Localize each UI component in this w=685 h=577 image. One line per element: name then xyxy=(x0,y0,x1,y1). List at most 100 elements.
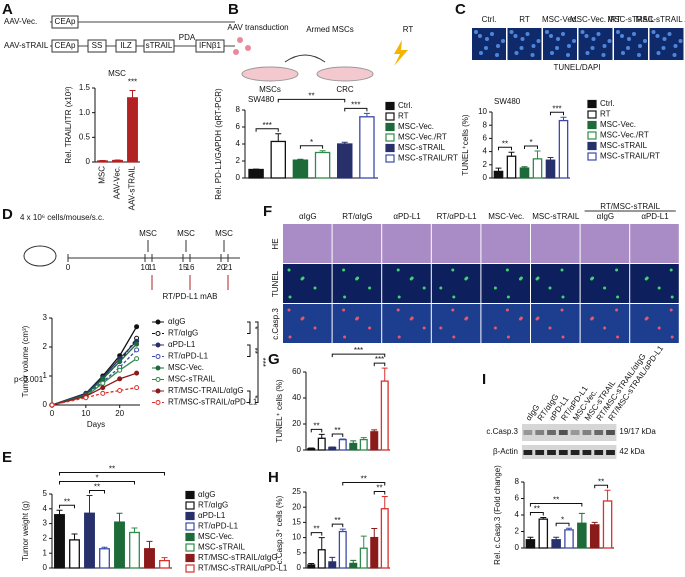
micrograph xyxy=(507,28,542,60)
bar xyxy=(589,524,600,549)
bar xyxy=(564,529,574,549)
nucleus xyxy=(572,39,576,43)
stain-dot xyxy=(561,295,565,299)
stain-dot xyxy=(465,316,469,320)
significance-bracket xyxy=(594,484,609,489)
error-bar xyxy=(560,116,567,121)
bar xyxy=(54,514,65,569)
chart-title: SW480 xyxy=(248,95,275,104)
error-bar xyxy=(527,536,534,540)
legend-entry: RT/αPD-L1 xyxy=(198,522,239,531)
stain-dot xyxy=(670,335,674,339)
nucleus xyxy=(678,39,683,43)
y-tick-label: 20 xyxy=(292,502,301,511)
bar xyxy=(338,530,347,569)
band xyxy=(582,450,592,455)
legend-swatch xyxy=(185,564,195,573)
day-label: 15 xyxy=(179,263,188,272)
stain-dot xyxy=(657,326,661,330)
bar xyxy=(532,158,543,179)
nucleus xyxy=(601,53,606,57)
y-axis-label: TUNEL⁺cells (%) xyxy=(461,114,470,175)
panel-letter: C xyxy=(455,1,466,18)
dish xyxy=(241,66,299,82)
micrograph xyxy=(481,264,530,303)
image-label: MSC-Vec. xyxy=(542,15,578,24)
y-axis-label: Tumor volume (cm³) xyxy=(21,325,30,397)
y-tick-label: 2 xyxy=(483,160,488,169)
error-bar xyxy=(566,527,572,530)
band xyxy=(523,430,533,435)
dish xyxy=(316,66,374,82)
stain-dot xyxy=(343,335,347,339)
nucleus xyxy=(501,39,505,43)
bar xyxy=(292,159,309,179)
x-tick-label: AAV-Vec. xyxy=(113,166,122,199)
blot xyxy=(522,445,617,459)
stain-dot xyxy=(397,295,401,299)
significance-bracket xyxy=(373,362,386,367)
day-label: 16 xyxy=(186,263,195,272)
legend-marker xyxy=(155,319,161,325)
nucleus xyxy=(525,32,530,36)
msc-label: MSC xyxy=(215,229,233,238)
y-tick-label: 40 xyxy=(292,393,301,402)
stain-dot xyxy=(603,326,607,330)
stain-dot xyxy=(410,316,414,320)
error-bar xyxy=(341,141,348,144)
y-tick-label: 0.5 xyxy=(79,132,91,141)
construct-name: AAV-Vec. xyxy=(4,17,37,26)
series-marker xyxy=(117,376,123,382)
y-tick-label: 8 xyxy=(236,105,241,114)
stain-dot xyxy=(439,286,443,290)
micrograph xyxy=(332,304,382,343)
series-marker xyxy=(134,324,140,330)
error-bar xyxy=(363,112,370,117)
band xyxy=(523,450,533,455)
nucleus xyxy=(656,51,661,55)
significance-label: ** xyxy=(361,475,367,484)
legend-marker xyxy=(155,400,161,405)
error-bar xyxy=(71,533,78,540)
micrograph xyxy=(630,224,679,263)
stain-dot xyxy=(422,286,426,290)
image-label: MSC-Vec. /RT xyxy=(570,15,621,24)
nucleus xyxy=(519,46,524,50)
stain-dot xyxy=(396,308,400,312)
panel-letter: H xyxy=(268,469,279,486)
stain-dot xyxy=(368,326,372,330)
legend-entry: RT/αPD-L1 xyxy=(168,352,209,361)
nucleus xyxy=(673,44,678,48)
stain-dot xyxy=(313,286,317,290)
y-tick-label: 10 xyxy=(478,107,487,116)
nucleus xyxy=(667,32,672,36)
y-axis-label: Rel. TRAIL/ITR (x10³) xyxy=(64,86,73,164)
series-marker xyxy=(117,367,123,373)
significance-bracket xyxy=(255,128,279,132)
error-bar xyxy=(547,157,554,161)
stain-label: TUNEL/DAPI xyxy=(553,63,600,72)
legend-entry: MSC-sTRAIL xyxy=(198,543,246,552)
legend-entry: MSC-Vec./RT xyxy=(600,131,649,140)
day-label: 20 xyxy=(217,263,226,272)
bar xyxy=(506,155,517,179)
band xyxy=(547,450,556,455)
stain-dot xyxy=(560,268,564,272)
significance-label: ** xyxy=(64,497,70,506)
x-tick-label: 0 xyxy=(50,409,55,418)
error-bar xyxy=(318,537,325,550)
legend-swatch xyxy=(587,152,597,161)
stain-dot xyxy=(506,335,510,339)
schematic-label: CRC xyxy=(336,85,354,94)
row-label: c.Casp.3 xyxy=(271,308,280,340)
series-marker xyxy=(100,385,106,391)
significance-label: ** xyxy=(94,483,100,492)
error-bar xyxy=(116,512,123,523)
nucleus xyxy=(655,34,660,38)
stain-dot xyxy=(493,286,497,290)
nucleus xyxy=(672,53,677,57)
error-bar xyxy=(381,496,388,509)
error-bar xyxy=(319,150,326,153)
bar xyxy=(525,539,536,549)
